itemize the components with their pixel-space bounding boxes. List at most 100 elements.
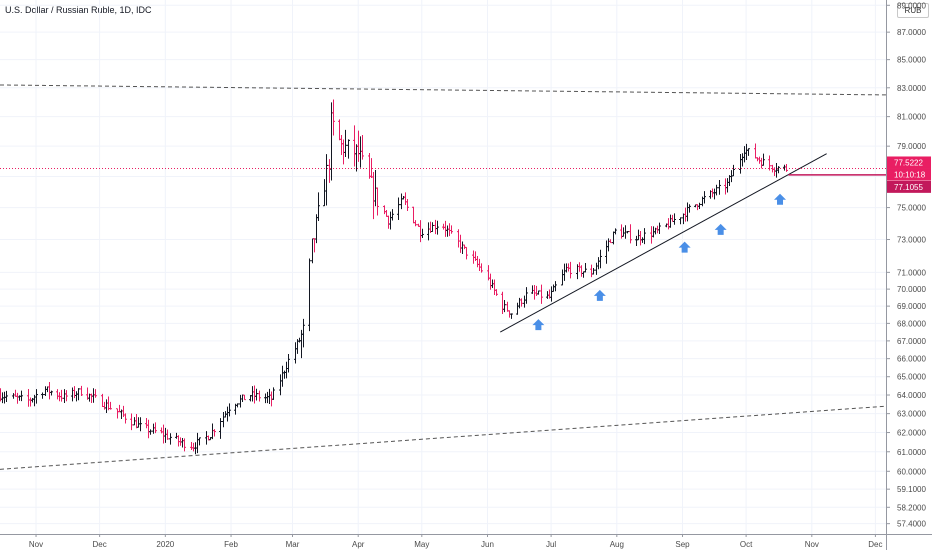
ohlc-bar bbox=[406, 198, 409, 211]
ohlc-bar bbox=[166, 429, 169, 440]
ohlc-bar bbox=[461, 241, 464, 254]
ohlc-bar bbox=[783, 164, 786, 171]
ohlc-bar bbox=[747, 148, 750, 156]
ohlc-bar bbox=[732, 164, 735, 177]
ohlc-bar bbox=[629, 224, 632, 244]
ohlc-bar bbox=[12, 393, 15, 399]
ohlc-bar bbox=[313, 238, 316, 253]
ohlc-bar bbox=[669, 214, 672, 228]
ohlc-bar bbox=[612, 231, 615, 245]
ohlc-bar bbox=[196, 432, 199, 454]
ohlc-bar bbox=[622, 227, 625, 237]
grid bbox=[0, 0, 886, 534]
ohlc-bar bbox=[643, 228, 646, 245]
price-tick-label: 60.0000 bbox=[897, 467, 926, 476]
time-tick-label: Dec bbox=[93, 540, 107, 549]
ohlc-bar bbox=[137, 417, 140, 428]
ohlc-bar bbox=[726, 178, 729, 193]
ohlc-bar bbox=[609, 239, 612, 244]
ohlc-bar bbox=[686, 202, 689, 222]
ohlc-bar bbox=[338, 119, 341, 141]
price-tick-label: 62.0000 bbox=[897, 429, 926, 438]
ohlc-bar bbox=[241, 394, 244, 403]
ohlc-bar bbox=[459, 234, 462, 253]
ohlc-bar bbox=[139, 417, 142, 432]
price-tick-label: 71.0000 bbox=[897, 268, 926, 277]
ohlc-bar bbox=[124, 413, 127, 424]
ohlc-bar bbox=[228, 403, 231, 417]
ohlc-bar bbox=[41, 392, 44, 399]
time-tick-label: Dec bbox=[868, 540, 882, 549]
ohlc-bar bbox=[298, 337, 301, 343]
ohlc-bar bbox=[340, 135, 343, 155]
ohlc-bar bbox=[595, 262, 598, 275]
time-tick-label: May bbox=[414, 540, 429, 549]
time-tick-label: Sep bbox=[675, 540, 690, 549]
ohlc-bar bbox=[376, 187, 379, 216]
ohlc-bar bbox=[715, 184, 718, 196]
ohlc-bar bbox=[703, 191, 706, 204]
ohlc-bar bbox=[397, 197, 400, 221]
ohlc-bar bbox=[48, 382, 51, 400]
time-tick-label: Feb bbox=[224, 540, 238, 549]
ohlc-bar bbox=[372, 171, 375, 220]
ohlc-bar bbox=[56, 389, 59, 400]
ohlc-bar bbox=[446, 225, 449, 237]
countdown-label-bg bbox=[887, 168, 931, 181]
ohlc-bar bbox=[50, 390, 53, 396]
ohlc-bar bbox=[607, 238, 610, 252]
last-price-label-bg bbox=[887, 156, 931, 169]
ohlc-bar bbox=[272, 387, 275, 400]
ohlc-bar bbox=[597, 257, 600, 270]
ohlc-bar bbox=[658, 222, 661, 234]
ohlc-bar bbox=[679, 217, 682, 225]
ohlc-bar bbox=[768, 155, 771, 171]
arrow-up-icon bbox=[532, 319, 545, 331]
currency-button[interactable]: RUB bbox=[897, 3, 929, 18]
ohlc-bar bbox=[614, 228, 617, 235]
ohlc-bar bbox=[147, 419, 150, 439]
ohlc-bar bbox=[5, 390, 8, 403]
price-tick-label: 68.0000 bbox=[897, 319, 926, 328]
ohlc-bar bbox=[506, 301, 509, 312]
ohlc-bar bbox=[44, 386, 47, 396]
ohlc-bar bbox=[535, 285, 538, 297]
ohlc-bar bbox=[65, 390, 68, 402]
ohlc-bar bbox=[605, 240, 608, 264]
ohlc-bar bbox=[175, 432, 178, 439]
ohlc-bar bbox=[718, 179, 721, 195]
ohlc-bar bbox=[480, 263, 483, 273]
ohlc-bar bbox=[688, 204, 691, 213]
ohlc-bar bbox=[27, 389, 30, 407]
ohlc-bar bbox=[323, 179, 326, 207]
ohlc-bar bbox=[243, 394, 246, 401]
ohlc-bar bbox=[251, 386, 254, 402]
ohlc-bar bbox=[118, 404, 121, 413]
ohlc-bar bbox=[639, 230, 642, 246]
ohlc-bar bbox=[219, 418, 222, 439]
ohlc-bar bbox=[325, 154, 328, 206]
ohlc-bar bbox=[552, 284, 555, 292]
ohlc-bar bbox=[287, 354, 290, 373]
ohlc-bar bbox=[211, 423, 214, 440]
ohlc-bar bbox=[255, 388, 258, 401]
ohlc-bar bbox=[213, 429, 216, 437]
price-labels: 77.5222 10:10:18 77.1055 bbox=[0, 156, 931, 193]
ohlc-bar bbox=[236, 403, 239, 408]
price-tick-label: 81.0000 bbox=[897, 113, 926, 122]
ohlc-bar bbox=[279, 374, 282, 396]
ohlc-bar bbox=[347, 139, 350, 159]
ohlc-bar bbox=[149, 429, 152, 435]
ohlc-bar bbox=[501, 291, 504, 315]
ohlc-bar bbox=[762, 153, 765, 166]
ohlc-bar bbox=[537, 290, 540, 295]
ohlc-bar bbox=[135, 414, 138, 429]
ohlc-bar bbox=[684, 207, 687, 222]
ohlc-bar bbox=[626, 231, 629, 234]
arrow-up-icon bbox=[774, 193, 787, 205]
reference-price-label-bg bbox=[887, 180, 931, 193]
ohlc-bar bbox=[739, 153, 742, 174]
ohlc-bar bbox=[162, 424, 165, 444]
ohlc-bars bbox=[0, 99, 788, 455]
